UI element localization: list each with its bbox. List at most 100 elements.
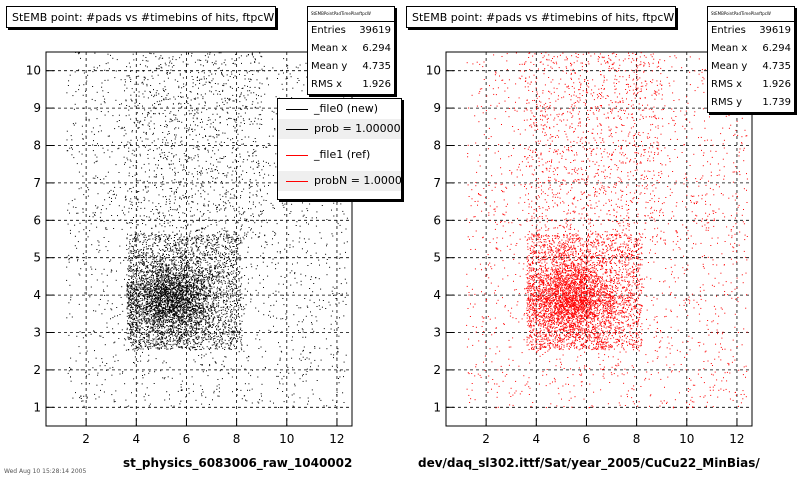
- data-point: [171, 278, 172, 280]
- data-point: [150, 304, 152, 306]
- data-point: [147, 333, 149, 335]
- data-point: [146, 341, 147, 343]
- data-point: [180, 255, 182, 257]
- data-point: [188, 265, 190, 267]
- data-point: [152, 295, 154, 296]
- data-point: [160, 296, 162, 297]
- data-point: [167, 297, 168, 299]
- data-point: [134, 252, 136, 254]
- data-point: [167, 293, 169, 295]
- data-point: [138, 340, 139, 342]
- data-point: [144, 298, 146, 299]
- data-point: [146, 260, 148, 262]
- data-point: [191, 307, 193, 309]
- data-point: [144, 292, 146, 294]
- data-point: [191, 269, 193, 271]
- data-point: [139, 292, 140, 294]
- data-point: [155, 242, 157, 244]
- data-point: [187, 285, 189, 287]
- data-point: [190, 318, 192, 320]
- data-point: [206, 246, 208, 248]
- data-point: [126, 274, 128, 276]
- data-point: [128, 337, 130, 338]
- data-point: [196, 262, 198, 264]
- data-point: [179, 341, 181, 343]
- data-point: [146, 308, 148, 310]
- data-point: [111, 309, 113, 311]
- data-point: [132, 334, 134, 336]
- data-point: [142, 302, 143, 304]
- data-point: [177, 287, 179, 289]
- data-point: [182, 333, 184, 335]
- data-point: [180, 290, 182, 292]
- data-point: [154, 289, 156, 291]
- data-point: [205, 253, 207, 255]
- data-point: [148, 335, 150, 337]
- data-point: [145, 241, 147, 243]
- data-point: [201, 272, 203, 274]
- data-point: [163, 295, 165, 297]
- data-point: [212, 305, 214, 307]
- data-point: [192, 274, 194, 276]
- data-point: [205, 269, 207, 271]
- data-point: [216, 333, 217, 335]
- data-point: [159, 240, 161, 242]
- data-point: [145, 265, 147, 267]
- data-point: [210, 247, 212, 249]
- data-point: [193, 253, 195, 255]
- data-point: [216, 303, 218, 305]
- data-point: [188, 304, 190, 306]
- data-point: [203, 308, 204, 310]
- data-point: [135, 336, 137, 338]
- data-point: [151, 248, 153, 250]
- data-point: [171, 280, 173, 282]
- data-point: [156, 289, 158, 291]
- data-point: [166, 298, 167, 300]
- data-point: [134, 256, 136, 258]
- data-point: [169, 300, 171, 302]
- data-point: [149, 302, 151, 304]
- data-point: [135, 241, 137, 243]
- data-point: [145, 294, 147, 296]
- data-point: [182, 263, 183, 265]
- data-point: [162, 312, 164, 314]
- data-point: [221, 244, 223, 246]
- data-point: [170, 348, 171, 350]
- data-point: [162, 298, 164, 300]
- data-point: [136, 299, 138, 301]
- data-point: [212, 275, 214, 276]
- data-point: [198, 274, 200, 276]
- data-point: [251, 388, 253, 390]
- data-point: [178, 268, 180, 270]
- data-point: [173, 338, 174, 340]
- data-point: [148, 372, 150, 374]
- data-point: [130, 327, 132, 329]
- data-point: [158, 316, 160, 318]
- data-point: [162, 267, 164, 269]
- data-point: [237, 314, 239, 316]
- data-point: [240, 258, 242, 260]
- data-point: [230, 295, 232, 297]
- data-point: [149, 307, 151, 309]
- data-point: [190, 326, 192, 327]
- data-point: [156, 338, 158, 340]
- data-point: [196, 286, 198, 288]
- data-point: [149, 270, 151, 272]
- data-point: [129, 302, 131, 304]
- data-point: [162, 307, 164, 309]
- data-point: [185, 289, 187, 291]
- data-point: [162, 271, 164, 273]
- data-point: [181, 290, 183, 291]
- data-point: [138, 329, 140, 331]
- data-point: [173, 307, 175, 309]
- data-point: [152, 238, 154, 240]
- data-point: [143, 283, 144, 285]
- data-point: [196, 325, 197, 327]
- data-point: [186, 287, 188, 289]
- data-point: [139, 267, 140, 269]
- data-point: [194, 287, 196, 289]
- data-point: [223, 289, 225, 291]
- data-point: [178, 336, 180, 338]
- data-point: [151, 310, 153, 312]
- data-point: [129, 287, 131, 289]
